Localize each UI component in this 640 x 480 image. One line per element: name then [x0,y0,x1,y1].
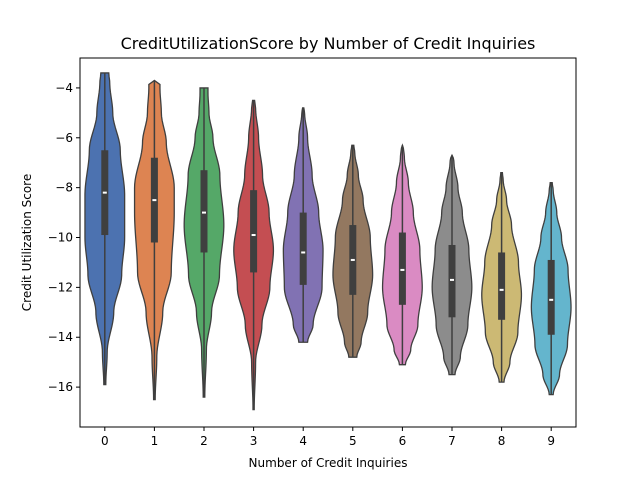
violin-median-4 [301,251,306,254]
x-tick-label: 0 [101,434,109,448]
violin-median-3 [251,234,256,237]
violin-median-5 [350,258,355,261]
x-tick-label: 4 [299,434,307,448]
violin-box-3 [250,190,258,273]
x-tick-label: 8 [498,434,506,448]
y-axis-ticks: −4 −6 −8 −10 −12 −14 −16 [48,81,80,394]
violin-box-7 [448,244,456,318]
violin-median-1 [152,199,157,202]
y-tick-label: −4 [55,81,73,95]
violin-box-2 [200,170,208,253]
x-tick-label: 9 [547,434,555,448]
x-tick-label: 1 [151,434,159,448]
violin-median-8 [499,288,504,291]
violin-box-4 [299,212,307,285]
violin-median-9 [549,298,554,301]
violin-box-8 [498,252,506,320]
y-tick-label: −8 [55,181,73,195]
y-tick-label: −14 [48,330,73,344]
box-markers-group [101,72,555,410]
plot-area-frame [79,57,577,428]
violin-median-6 [400,268,405,271]
x-tick-label: 7 [448,434,456,448]
y-axis-label: Credit Utilization Score [20,174,34,311]
violin-box-6 [398,232,406,305]
x-tick-label: 6 [399,434,407,448]
violin-median-7 [450,278,454,281]
x-tick-label: 5 [349,434,357,448]
chart-title: CreditUtilizationScore by Number of Cred… [121,34,536,53]
x-tick-label: 2 [200,434,208,448]
y-tick-label: −16 [48,380,73,394]
y-tick-label: −10 [48,231,73,245]
violin-box-9 [547,259,555,335]
x-axis-ticks: 0 1 2 3 4 5 6 7 8 9 [101,427,555,448]
x-axis-label: Number of Credit Inquiries [249,456,408,470]
y-tick-label: −12 [48,280,73,294]
violin-median-2 [202,211,206,214]
violin-median-0 [102,191,107,194]
y-tick-label: −6 [55,131,73,145]
x-tick-label: 3 [250,434,258,448]
